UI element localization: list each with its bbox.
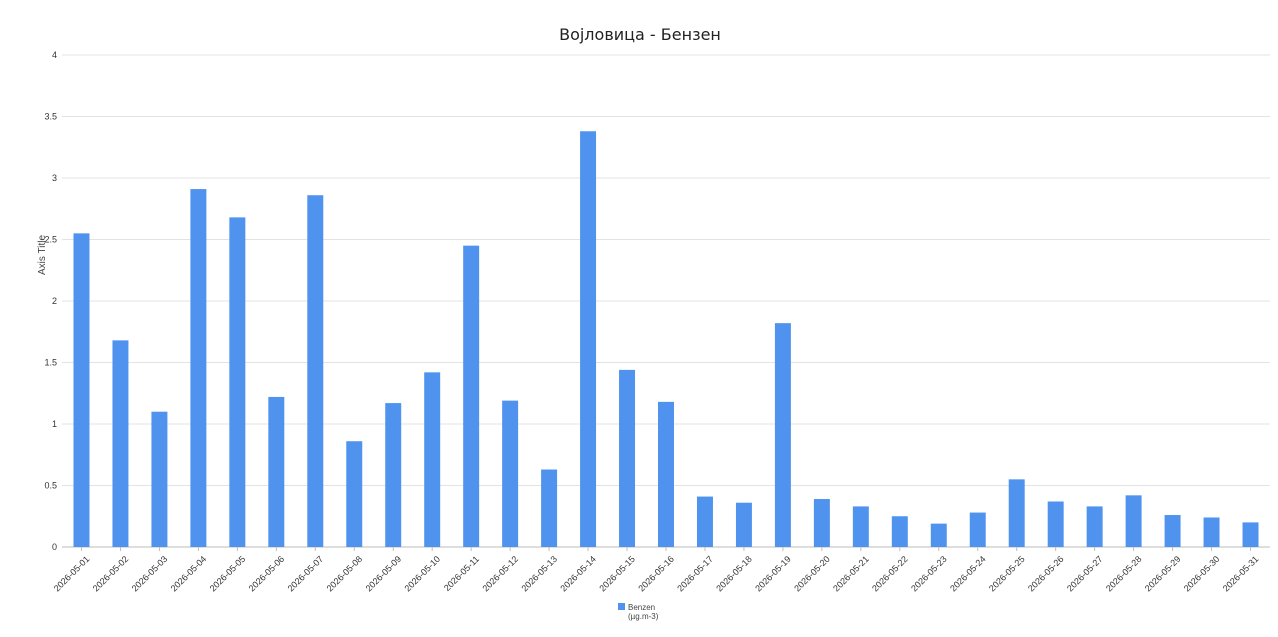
x-tick-label: 2026-05-14 <box>558 554 598 594</box>
x-tick-label: 2026-05-29 <box>1143 554 1183 594</box>
x-tick-label: 2026-05-05 <box>208 554 248 594</box>
bar <box>346 441 363 547</box>
legend-series-unit: (µg.m-3) <box>628 612 659 621</box>
legend-series-name: Benzen <box>628 603 655 612</box>
y-tick-label: 0 <box>52 542 57 552</box>
bar <box>580 131 597 547</box>
x-tick-label: 2026-05-18 <box>714 554 754 594</box>
y-tick-label: 4 <box>52 50 57 60</box>
x-tick-label: 2026-05-23 <box>909 554 949 594</box>
x-tick-label: 2026-05-27 <box>1065 554 1105 594</box>
bar <box>1203 517 1220 547</box>
bar <box>385 403 402 547</box>
bar <box>502 400 519 547</box>
bars <box>73 131 1259 548</box>
bar <box>1047 501 1064 547</box>
x-tick-label: 2026-05-08 <box>325 554 365 594</box>
x-tick-label: 2026-05-07 <box>286 554 326 594</box>
bar <box>151 411 168 547</box>
x-tick-label: 2026-05-21 <box>831 554 871 594</box>
y-tick-label: 2 <box>52 296 57 306</box>
x-tick-label: 2026-05-12 <box>480 554 520 594</box>
bar <box>969 512 986 547</box>
x-tick-label: 2026-05-20 <box>792 554 832 594</box>
x-tick-label: 2026-05-16 <box>636 554 676 594</box>
x-tick-label: 2026-05-31 <box>1221 554 1261 594</box>
x-tick-label: 2026-05-19 <box>753 554 793 594</box>
x-tick-label: 2026-05-10 <box>403 554 443 594</box>
bar <box>541 469 558 547</box>
bar <box>190 189 207 547</box>
x-tick-label: 2026-05-02 <box>91 554 131 594</box>
x-tick-label: 2026-05-15 <box>597 554 637 594</box>
x-tick-label: 2026-05-30 <box>1182 554 1222 594</box>
bar <box>1164 515 1181 547</box>
bar <box>930 523 947 547</box>
y-tick-label: 2.5 <box>44 235 57 245</box>
bar <box>813 499 830 547</box>
bar <box>891 516 908 547</box>
gridlines <box>62 54 1270 548</box>
bar <box>619 369 636 547</box>
bar <box>1125 495 1142 547</box>
bar <box>112 340 129 547</box>
x-tick-label: 2026-05-28 <box>1104 554 1144 594</box>
x-tick-label: 2026-05-01 <box>52 554 92 594</box>
chart-title: Војловица - Бензен <box>559 25 721 44</box>
y-axis-title: Axis Title <box>37 235 48 275</box>
y-axis-ticks: 0 0.5 1 1.5 2 2.5 3 3.5 4 <box>44 50 57 552</box>
legend-swatch <box>618 603 625 610</box>
y-tick-label: 1 <box>52 419 57 429</box>
x-tick-label: 2026-05-09 <box>364 554 404 594</box>
x-tick-label: 2026-05-26 <box>1026 554 1066 594</box>
x-tick-label: 2026-05-22 <box>870 554 910 594</box>
x-tick-label: 2026-05-13 <box>519 554 559 594</box>
x-tick-label: 2026-05-06 <box>247 554 287 594</box>
bar <box>696 496 713 547</box>
y-tick-label: 1.5 <box>44 358 57 368</box>
bar <box>463 245 480 547</box>
bar <box>1242 522 1259 547</box>
bar <box>73 233 90 547</box>
bar <box>424 372 441 547</box>
bar <box>229 217 246 548</box>
bar <box>1086 506 1103 547</box>
bar <box>852 506 869 547</box>
bar <box>735 502 752 547</box>
x-tick-label: 2026-05-25 <box>987 554 1027 594</box>
y-tick-label: 3 <box>52 173 57 183</box>
y-tick-label: 0.5 <box>44 481 57 491</box>
x-tick-label: 2026-05-03 <box>130 554 170 594</box>
bar <box>268 396 285 547</box>
y-tick-label: 3.5 <box>44 112 57 122</box>
bar <box>307 195 324 547</box>
x-tick-label: 2026-05-24 <box>948 554 988 594</box>
x-tick-label: 2026-05-11 <box>442 554 481 593</box>
x-tick-label: 2026-05-17 <box>675 554 715 594</box>
bar <box>774 323 791 547</box>
x-axis-ticks: 2026-05-01 2026-05-02 2026-05-03 2026-05-04… <box>52 547 1261 594</box>
bar <box>658 401 674 547</box>
legend: Benzen (µg.m-3) <box>618 603 659 621</box>
x-tick-label: 2026-05-04 <box>169 554 209 594</box>
bar <box>1008 479 1025 547</box>
